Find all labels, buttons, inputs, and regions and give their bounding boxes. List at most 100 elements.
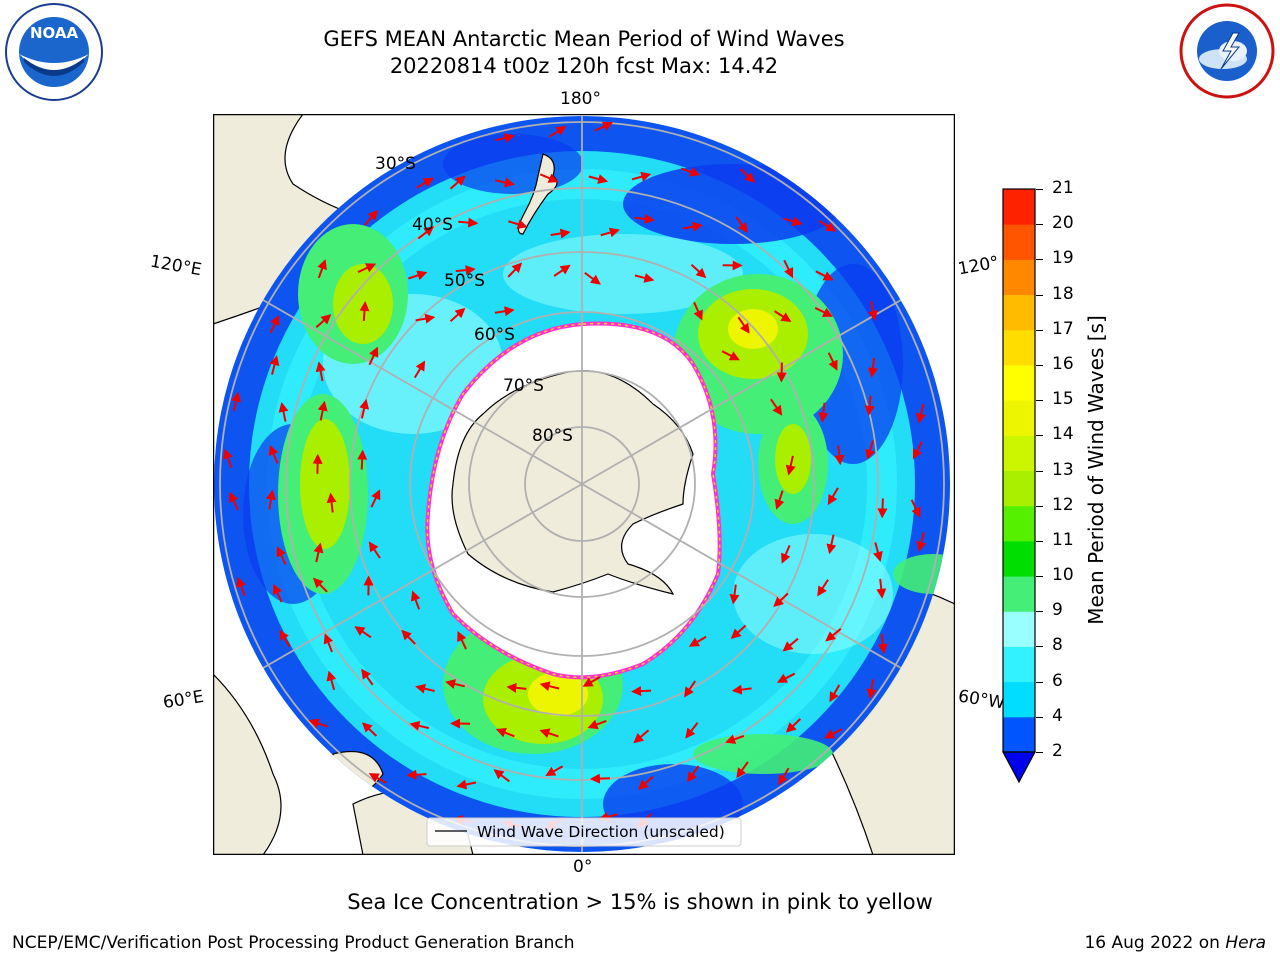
colorbar-tick-label: 11 [1052,529,1074,550]
polar-map: 30°S 40°S 50°S 60°S 70°S 80°S Wind Wave … [213,114,955,855]
wave-direction-arrow [368,541,381,559]
wave-direction-arrow [410,590,421,610]
colorbar-tick-mark [1036,716,1043,718]
wave-direction-arrow [739,168,756,183]
wave-direction-arrow [493,769,511,783]
wave-direction-arrow [910,499,921,518]
wave-direction-arrow [315,314,332,329]
colorbar-tick-label: 9 [1052,600,1063,621]
colorbar-tick-label: 17 [1052,318,1074,339]
wave-direction-arrow [312,577,328,593]
wave-direction-arrow [269,355,280,375]
colorbar-tick-label: 8 [1052,635,1063,656]
wave-direction-arrow [693,301,703,321]
colorbar-segment [1003,716,1035,753]
wave-direction-arrow [815,270,834,281]
wave-direction-arrow [781,545,791,564]
wave-direction-arrow [317,259,327,279]
legend-label: Wind Wave Direction (unscaled) [477,823,725,841]
lon-label-right-upper: 120° [956,252,1001,280]
wave-direction-arrow [912,441,923,460]
wave-direction-arrow [269,314,280,334]
wave-direction-arrow [545,765,564,776]
wave-direction-arrow [634,273,655,283]
wave-direction-arrow [735,216,748,234]
wave-direction-arrow [449,175,466,190]
chart-title: GEFS MEAN Antarctic Mean Period of Wind … [323,27,845,51]
footer-date: 16 Aug 2022 on Hera [1084,933,1266,953]
lat-label-70s: 70°S [503,376,544,396]
wave-direction-arrow [588,174,609,184]
wave-direction-arrow [507,262,523,278]
lon-label-left-lower: 60°E [161,686,206,714]
wave-direction-arrow [354,626,372,639]
colorbar-tick-mark [1036,611,1043,613]
wave-direction-arrow [361,722,378,737]
colorbar-tick-label: 14 [1052,424,1074,445]
wind-wave-direction-arrows [223,121,927,830]
wave-direction-arrow [770,398,783,416]
wave-direction-arrow [359,301,370,321]
wave-direction-arrow [413,360,426,379]
wave-direction-arrow [776,672,796,683]
wave-direction-arrow [408,270,428,281]
wave-direction-arrow [456,779,477,790]
colorbar-segment [1003,364,1035,401]
colorbar-tick-mark [1036,435,1043,437]
wave-direction-arrow [370,489,381,508]
wave-direction-arrow [634,214,655,224]
wave-direction-arrow [589,773,610,784]
wave-direction-arrow [877,633,888,654]
lat-label-60s: 60°S [474,325,515,345]
colorbar-tick-label: 15 [1052,389,1074,410]
colorbar-title: Mean Period of Wind Waves [s] [1084,315,1108,625]
wave-direction-arrow [445,679,465,689]
wave-direction-arrow [829,684,841,703]
wave-direction-arrow [368,346,379,366]
wave-direction-arrow [415,313,436,324]
noaa-logo: NOAA [5,3,103,101]
colorbar-tick-mark [1036,259,1043,261]
wave-direction-arrow [449,307,466,322]
wave-direction-arrow [814,307,834,317]
lat-label-30s: 30°S [375,154,416,174]
wave-direction-arrow [368,773,387,784]
colorbar [1002,188,1036,784]
wave-direction-arrow [550,228,571,239]
wave-direction-arrow [417,226,435,240]
wave-direction-arrow [631,686,652,697]
wave-direction-arrow [737,316,750,334]
colorbar-tick-mark [1036,646,1043,648]
colorbar-segment [1003,540,1035,577]
wave-period-field [214,116,950,852]
africa-land [213,673,282,855]
chart-subtitle: 20220814 t00z 120h fcst Max: 14.42 [389,54,779,78]
wave-direction-arrow [539,728,559,738]
colorbar-tick-label: 6 [1052,670,1063,691]
colorbar-tick-mark [1036,576,1043,578]
wave-direction-arrow [877,498,888,519]
colorbar-segment [1003,400,1035,436]
wave-direction-arrow [495,727,515,738]
colorbar-segment [1003,435,1035,471]
wave-direction-arrow [774,490,785,510]
colorbar-tick-mark [1036,329,1043,331]
wave-direction-arrow [867,357,878,378]
colorbar-segment [1003,611,1035,647]
colorbar-segment [1003,470,1035,507]
wave-direction-arrow [916,403,926,424]
wave-direction-arrow [539,173,559,183]
wave-direction-arrow [361,668,374,686]
colorbar-tick-label: 19 [1052,248,1074,269]
wave-direction-arrow [416,177,434,189]
wave-direction-arrow [817,579,829,597]
wave-direction-arrow [736,761,749,779]
colorbar-tick-label: 16 [1052,353,1074,374]
wave-direction-arrow [357,449,368,470]
wave-direction-arrow [825,628,842,642]
wave-direction-arrow [731,684,752,695]
wave-direction-arrow [868,301,878,321]
wave-direction-arrow [818,220,837,232]
lat-label-40s: 40°S [412,215,453,235]
wave-direction-arrow [687,765,700,783]
